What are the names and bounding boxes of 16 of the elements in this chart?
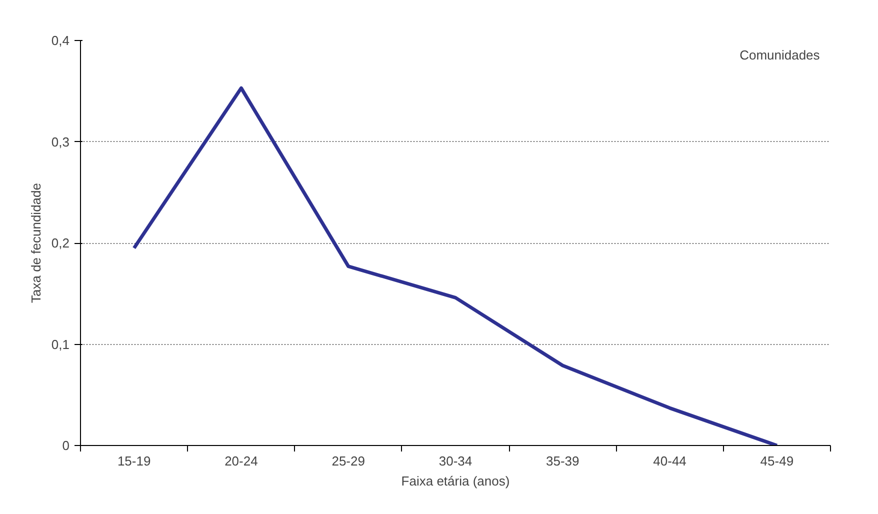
- x-axis-title: Faixa etária (anos): [401, 474, 510, 488]
- x-tick-label: 25-29: [332, 454, 365, 468]
- y-axis-title: Taxa de fecundidade: [28, 183, 44, 303]
- annotation: Comunidades: [740, 48, 820, 62]
- y-tick-label: 0,1: [51, 336, 70, 352]
- x-tick-label: 35-39: [546, 454, 580, 468]
- x-tick-label: 20-24: [224, 454, 258, 468]
- x-tick-label: 45-49: [760, 454, 794, 468]
- line-series: [132, 86, 779, 446]
- y-tick-label: 0: [62, 438, 70, 453]
- y-tick-label: 0,3: [51, 134, 70, 150]
- y-tick-label: 0,4: [51, 33, 70, 48]
- y-tick-label: 0,2: [51, 236, 70, 250]
- x-tick-label: 30-34: [438, 454, 472, 468]
- x-tick-label: 40-44: [653, 454, 686, 468]
- x-tick-label: 15-19: [117, 454, 151, 468]
